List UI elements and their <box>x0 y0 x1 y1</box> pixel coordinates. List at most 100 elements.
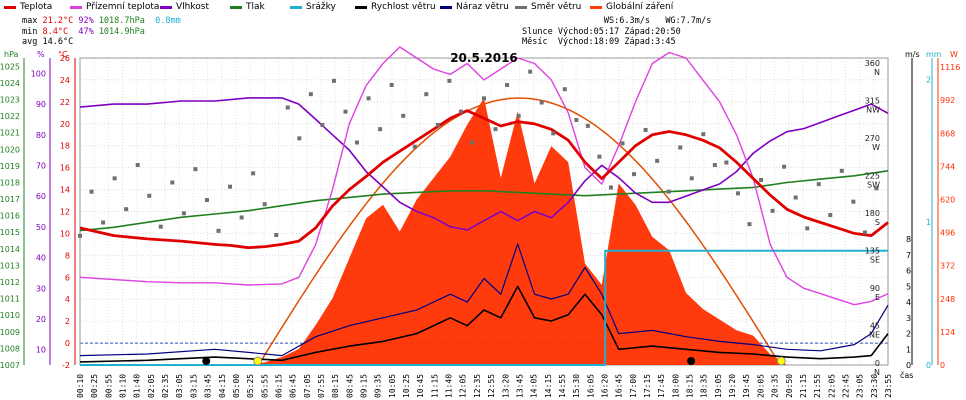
wind-dir-marker <box>193 167 198 172</box>
wind-dir-marker <box>632 172 637 177</box>
pressure-tick: 1010 <box>0 311 20 320</box>
wind-dir-marker <box>262 202 267 207</box>
temp-tick: 12 <box>60 208 70 217</box>
radiation-unit: W <box>950 50 958 59</box>
stat-avg-label: avg <box>22 37 38 47</box>
wind-dir-marker <box>805 226 810 231</box>
wind-dir-marker <box>643 128 648 132</box>
radiation-tick: 1116 <box>940 63 960 72</box>
wind-dir-marker <box>458 109 463 114</box>
x-tick-label: 07:05 <box>303 374 312 398</box>
x-tick-label: 12:35 <box>473 374 482 398</box>
x-tick-label: 23:05 <box>856 374 865 398</box>
x-tick-label: 17:45 <box>657 374 666 398</box>
wind-dir-marker <box>285 105 290 110</box>
radiation-area <box>80 98 888 365</box>
x-tick-label: 01:40 <box>133 374 142 398</box>
radiation-tick: 372 <box>940 262 955 271</box>
wind-dir-marker <box>389 83 394 87</box>
legend-swatch <box>70 5 82 9</box>
x-tick-label: 15:30 <box>572 374 581 398</box>
stat-min-press: 1014.9hPa <box>98 26 145 37</box>
wind-unit: m/s <box>905 50 920 59</box>
dir-compass: E <box>875 293 880 302</box>
stat-avg-temp: 14.6°C <box>42 37 74 47</box>
pressure-tick: 1008 <box>0 344 20 353</box>
wind-dir-marker <box>724 160 729 165</box>
dir-compass: W <box>872 143 880 152</box>
wind-line <box>79 285 889 363</box>
wind-dir-marker <box>424 92 429 97</box>
legend-label: Srážky <box>306 2 336 12</box>
dir-compass: SE <box>870 256 880 265</box>
x-tick-label: 19:20 <box>728 374 737 398</box>
x-tick-label: 19:05 <box>714 374 723 398</box>
legend-item: Vlhkost <box>160 2 209 12</box>
legend-swatch <box>590 5 602 9</box>
temp-tick: 2 <box>65 317 70 326</box>
dir-compass: S <box>875 218 880 227</box>
x-tick-label: 20:35 <box>771 374 780 398</box>
x-tick-label: 00:10 <box>76 374 85 398</box>
wind-dir-marker <box>401 113 406 118</box>
pressure-tick: 1017 <box>0 195 20 204</box>
humidity-tick: 100 <box>31 69 46 78</box>
x-tick-label: 10:05 <box>388 374 397 398</box>
wind-tick: 6 <box>906 267 911 276</box>
temp-tick: 4 <box>65 295 70 304</box>
dir-tick: 135 <box>865 247 880 256</box>
x-tick-label: 08:15 <box>331 374 340 398</box>
x-tick-label: 16:05 <box>586 374 595 398</box>
sun-marker <box>253 356 263 366</box>
wind-dir-marker <box>470 140 475 145</box>
dir-tick: 225 <box>865 172 880 181</box>
radiation-tick: 868 <box>940 129 955 138</box>
x-tick-label: 23:55 <box>884 374 893 398</box>
legend-item: Přízemní teplota <box>70 2 159 12</box>
humidity-tick: 70 <box>36 161 46 170</box>
pressure-tick: 1016 <box>0 212 20 221</box>
astro-moon-label: Měsíc <box>522 37 548 47</box>
legend-swatch <box>440 5 452 9</box>
wind-dir-marker <box>539 100 544 105</box>
wind-dir-marker <box>204 198 209 202</box>
humidity-line <box>79 97 889 231</box>
wind-dir-marker <box>597 154 602 159</box>
wind-dir-marker <box>482 96 486 101</box>
x-tick-label: 09:15 <box>360 374 369 398</box>
wind-dir-marker <box>78 233 82 238</box>
dir-tick: 45 <box>870 322 880 331</box>
dir-tick: 315 <box>865 97 880 106</box>
wind-dir-marker <box>701 132 706 137</box>
x-tick-label: 02:35 <box>161 374 170 398</box>
x-tick-label: 00:55 <box>104 374 113 398</box>
wind-dir-marker <box>862 230 867 235</box>
pressure-tick: 1020 <box>0 145 20 154</box>
x-tick-label: 05:55 <box>260 374 269 398</box>
dir-tick: 180 <box>865 209 880 218</box>
x-tick-label: 20:50 <box>785 374 794 398</box>
stat-max-press: 1018.7hPa <box>98 16 145 26</box>
wind-dir-marker <box>89 189 94 194</box>
dir-tick: 0 <box>875 359 880 368</box>
pressure-tick: 1019 <box>0 162 20 171</box>
x-tick-label: 05:25 <box>246 374 255 398</box>
x-tick-label: 21:55 <box>813 374 822 398</box>
legend-label: Vlhkost <box>176 2 209 12</box>
legend-item: Směr větru <box>515 2 581 12</box>
x-tick-label: 13:45 <box>515 374 524 398</box>
x-axis-label: čas <box>900 370 913 380</box>
rain-unit: mm <box>926 50 942 59</box>
wind-dir-marker <box>147 193 152 198</box>
radiation-theoretical-line <box>257 97 778 366</box>
dir-compass: N <box>874 368 880 377</box>
wind-tick: 4 <box>906 298 911 307</box>
legend-item: Globální záření <box>590 2 673 12</box>
legend: Teplota Přízemní teplota Vlhkost Tlak Srážky… <box>0 0 966 14</box>
wind-dir-marker <box>666 189 671 194</box>
astro-sun-label: Slunce <box>522 26 553 37</box>
legend-swatch <box>355 5 367 9</box>
temp-tick: 16 <box>60 164 70 173</box>
x-tick-label: 11:40 <box>445 374 454 398</box>
